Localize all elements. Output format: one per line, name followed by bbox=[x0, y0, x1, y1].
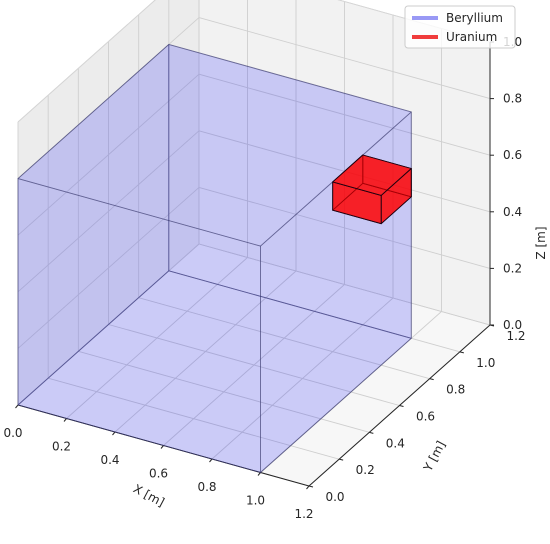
legend: Beryllium Uranium bbox=[404, 5, 516, 49]
grid-line-z-left bbox=[17, 130, 200, 293]
y-tick-mark bbox=[399, 405, 404, 407]
x-tick-mark bbox=[306, 485, 310, 490]
data-boxes bbox=[17, 43, 412, 473]
z-axis-label: Z [m] bbox=[534, 226, 548, 259]
y-tick-mark bbox=[369, 431, 374, 434]
y-tick-label: 0.6 bbox=[416, 410, 435, 424]
box-face-top bbox=[332, 154, 412, 196]
legend-label-uranium: Uranium bbox=[446, 30, 497, 44]
y-tick-label: 0.0 bbox=[325, 490, 344, 504]
grid-line-z-left bbox=[17, 17, 200, 179]
x-axis-label: X [m] bbox=[131, 482, 167, 510]
grid-line-z-left bbox=[17, 243, 200, 406]
z-tick-label: 0.0 bbox=[503, 318, 522, 332]
grid-line-z-left bbox=[17, 187, 200, 349]
grid-line-y-floor bbox=[138, 297, 430, 380]
pane-edge bbox=[17, 0, 156, 123]
x-tick-label: 1.2 bbox=[294, 507, 313, 521]
grid-line-y-floor bbox=[48, 377, 340, 460]
box-uranium bbox=[332, 154, 412, 225]
x-tick-label: 0.8 bbox=[197, 480, 216, 494]
box-face-back bbox=[168, 43, 412, 339]
x-tick-mark bbox=[63, 418, 67, 422]
x-tick-label: 1.0 bbox=[246, 494, 265, 508]
grid-line-z-back bbox=[198, 17, 491, 100]
grid-line-z-left bbox=[17, 73, 200, 236]
x-tick-label: 0.0 bbox=[3, 426, 22, 440]
y-tick-label: 1.2 bbox=[506, 329, 525, 343]
box-face-front bbox=[17, 178, 261, 473]
z-tick-label: 0.6 bbox=[503, 148, 522, 162]
z-tick-label: 0.8 bbox=[503, 92, 522, 106]
y-tick-mark bbox=[459, 351, 464, 354]
y-axis-label: Y [m] bbox=[420, 439, 448, 475]
x-tick-label: 0.6 bbox=[149, 467, 168, 481]
y-tick-mark bbox=[429, 378, 434, 381]
y-tick-label: 0.8 bbox=[446, 383, 465, 397]
grid-line-z-back bbox=[198, 186, 491, 269]
y-tick-label: 0.2 bbox=[356, 463, 375, 477]
grid-line-y-floor bbox=[168, 270, 460, 353]
legend-label-beryllium: Beryllium bbox=[446, 11, 503, 25]
box-face-left bbox=[17, 43, 170, 406]
y-tick-label: 0.4 bbox=[386, 436, 405, 450]
x-tick-mark bbox=[257, 472, 261, 476]
z-tick-label: 0.4 bbox=[503, 205, 522, 219]
grid-line-y-floor bbox=[78, 350, 370, 433]
box-face-top bbox=[17, 43, 412, 247]
x-tick-mark bbox=[112, 431, 116, 436]
x-tick-mark bbox=[209, 458, 213, 463]
grid-line-z-back bbox=[198, 73, 491, 156]
x-tick-mark bbox=[15, 404, 19, 409]
grid-lines bbox=[17, 0, 491, 487]
x-tick-label: 0.4 bbox=[100, 453, 119, 467]
grid-line-z-back bbox=[198, 243, 491, 326]
y-tick-mark bbox=[339, 458, 344, 461]
grid-line-y-floor bbox=[108, 324, 400, 406]
z-tick-label: 0.2 bbox=[503, 261, 522, 275]
x-tick-label: 0.2 bbox=[52, 440, 71, 454]
x-tick-mark bbox=[160, 445, 164, 449]
y-tick-label: 1.0 bbox=[476, 356, 495, 370]
box-face-bottom bbox=[17, 270, 412, 473]
y-tick-mark bbox=[308, 485, 314, 488]
